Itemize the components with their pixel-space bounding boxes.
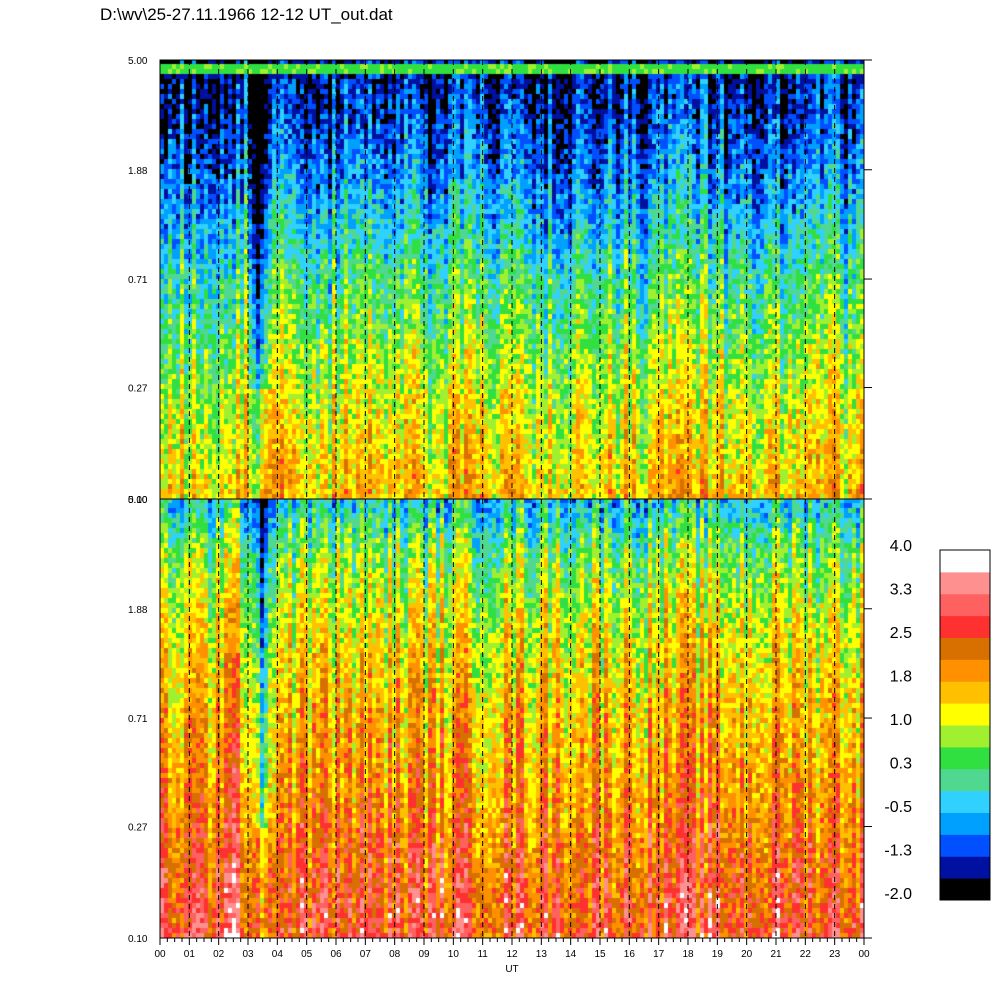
colorbar-label: 1.8 xyxy=(890,669,912,686)
y-tick-label: 0.27 xyxy=(128,384,148,395)
colorbar-label: -2.0 xyxy=(884,886,912,903)
colorbar-swatch xyxy=(940,768,990,792)
x-tick-label: 10 xyxy=(448,949,460,960)
colorbar-swatch xyxy=(940,746,990,770)
colorbar-swatch xyxy=(940,856,990,879)
x-tick-label: 02 xyxy=(213,949,225,960)
colorbar-swatch xyxy=(940,703,990,726)
y-tick-label: 0.10 xyxy=(128,495,148,506)
y-tick-label: 5.00 xyxy=(128,495,148,506)
y-tick-label: 0.27 xyxy=(128,823,148,834)
x-tick-label: 16 xyxy=(624,949,636,960)
x-tick-label: 22 xyxy=(800,949,812,960)
colorbar-swatch xyxy=(940,659,990,682)
x-tick-label: 03 xyxy=(242,949,254,960)
colorbar-swatch xyxy=(940,725,990,748)
y-tick-label: 0.71 xyxy=(128,275,148,286)
x-tick-label: 04 xyxy=(272,949,284,960)
x-tick-label: 19 xyxy=(712,949,724,960)
x-tick-label: 12 xyxy=(506,949,518,960)
colorbar-swatch xyxy=(940,834,990,857)
x-tick-label: 13 xyxy=(536,949,548,960)
colorbar-frame xyxy=(939,549,991,901)
x-tick-label: 06 xyxy=(330,949,342,960)
colorbar-swatch xyxy=(940,550,990,573)
colorbar-swatch xyxy=(940,571,990,595)
colorbar-swatch xyxy=(940,878,990,901)
colorbar-label: 3.3 xyxy=(890,582,912,599)
colorbar-label: 2.5 xyxy=(890,625,912,642)
x-tick-label: 17 xyxy=(653,949,665,960)
x-axis-label: UT xyxy=(505,964,518,975)
y-tick-label: 0.10 xyxy=(128,934,148,945)
colorbar-label: -1.3 xyxy=(884,843,912,860)
colorbar-label: 0.3 xyxy=(890,756,912,773)
x-tick-label: 01 xyxy=(184,949,196,960)
x-tick-label: 09 xyxy=(418,949,430,960)
x-tick-label: 15 xyxy=(594,949,606,960)
x-tick-label: 07 xyxy=(360,949,372,960)
colorbar: 4.0 3.3 2.5 1.8 1.0 0.3 -0.5 -1.3 -2.0 xyxy=(884,538,991,903)
axes-group: 00 01 02 03 04 05 06 07 08 09 10 11 12 13 14 15 16 17 18 19… xyxy=(154,938,870,975)
x-tick-label: 11 xyxy=(477,949,488,960)
colorbar-swatch xyxy=(940,637,990,660)
colorbar-swatch xyxy=(940,615,990,638)
y-tick-label: 1.88 xyxy=(128,166,148,177)
colorbar-label: 4.0 xyxy=(890,538,912,555)
chart-title: D:\wv\25-27.11.1966 12-12 UT_out.dat xyxy=(100,5,393,24)
colorbar-label: 1.0 xyxy=(890,712,912,729)
x-tick-label: 20 xyxy=(741,949,753,960)
x-tick-label: 08 xyxy=(389,949,401,960)
x-tick-label: 00 xyxy=(154,949,166,960)
x-tick-label: 21 xyxy=(770,949,782,960)
lower-spectrogram-panel: 5.00 1.88 0.71 0.27 0.10 xyxy=(128,495,872,945)
x-tick-label: 14 xyxy=(565,949,577,960)
x-tick-label: 00 xyxy=(858,949,870,960)
colorbar-label: -0.5 xyxy=(884,799,912,816)
x-tick-label: 05 xyxy=(301,949,313,960)
x-tick-label: 18 xyxy=(682,949,694,960)
y-tick-label: 0.71 xyxy=(128,714,148,725)
x-tick-label: 23 xyxy=(829,949,841,960)
y-tick-label: 5.00 xyxy=(128,56,148,67)
colorbar-swatch xyxy=(940,681,990,704)
y-tick-label: 1.88 xyxy=(128,605,148,616)
colorbar-swatch xyxy=(940,790,990,813)
colorbar-swatch xyxy=(940,593,990,617)
colorbar-swatch xyxy=(940,812,990,835)
upper-spectrogram-panel: 5.00 1.88 0.71 0.27 0.10 xyxy=(128,56,872,506)
